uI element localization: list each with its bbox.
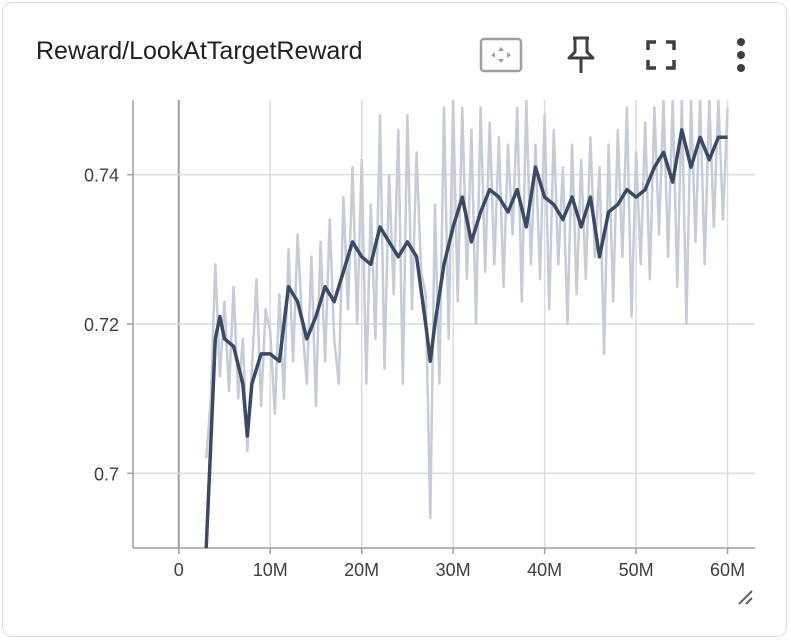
fit-domain-icon — [479, 37, 523, 73]
more-options-button[interactable] — [717, 31, 765, 79]
y-tick-label: 0.7 — [94, 464, 119, 484]
fullscreen-icon — [646, 40, 676, 70]
y-tick-label: 0.74 — [84, 166, 119, 186]
fullscreen-button[interactable] — [637, 31, 685, 79]
x-tick-label: 30M — [436, 560, 471, 580]
x-tick-label: 60M — [710, 560, 745, 580]
resize-handle-icon[interactable] — [736, 588, 754, 606]
x-tick-label: 50M — [619, 560, 654, 580]
pin-button[interactable] — [557, 31, 605, 79]
y-tick-label: 0.72 — [84, 315, 119, 335]
x-tick-label: 10M — [253, 560, 288, 580]
card-title: Reward/LookAtTargetReward — [36, 37, 363, 65]
fit-domain-button[interactable] — [477, 31, 525, 79]
smoothed-series-line — [204, 128, 728, 548]
x-tick-label: 0 — [174, 560, 184, 580]
x-tick-label: 40M — [527, 560, 562, 580]
pin-icon — [567, 36, 595, 73]
raw-series-line — [204, 100, 729, 520]
x-tick-label: 20M — [344, 560, 379, 580]
more-vert-icon — [737, 38, 745, 72]
